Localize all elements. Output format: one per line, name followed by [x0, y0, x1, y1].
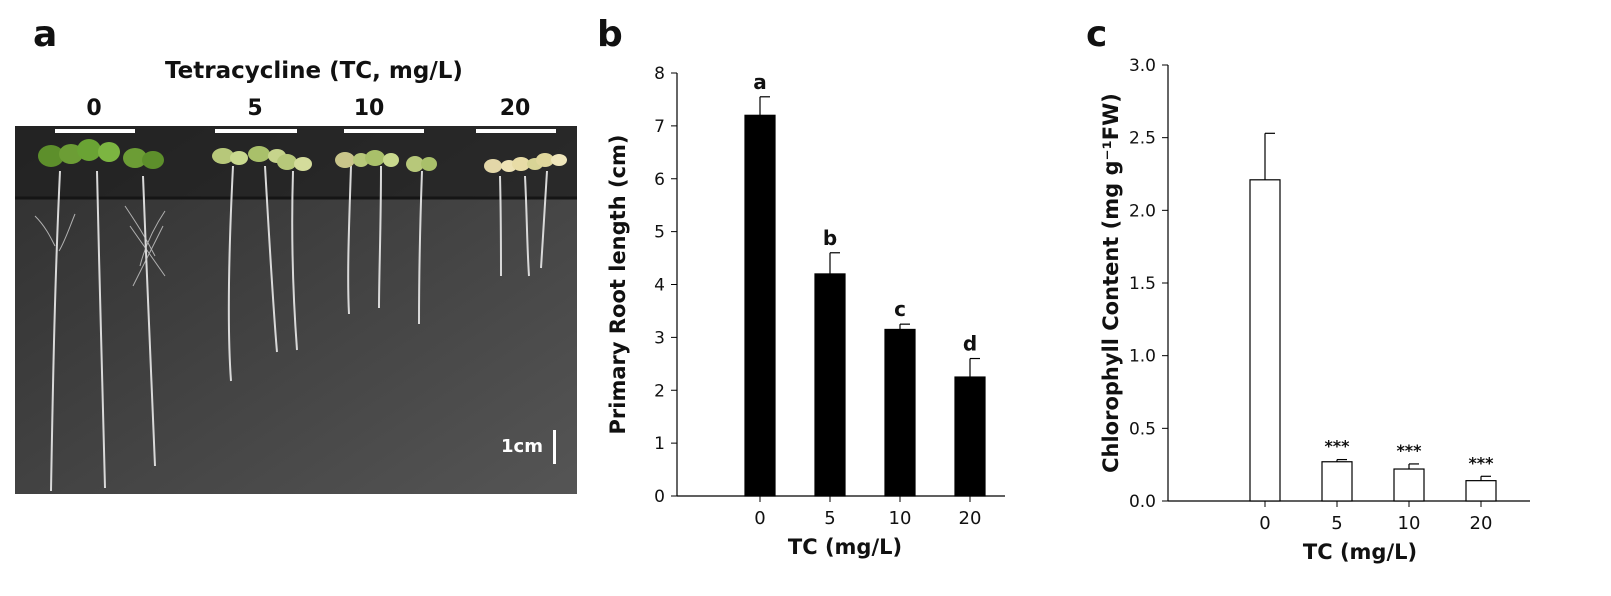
bar — [814, 273, 846, 497]
bar — [1393, 468, 1425, 502]
y-tick-label: 0.5 — [1129, 419, 1156, 439]
y-tick-label: 0 — [654, 487, 665, 507]
panel-a-letter: a — [33, 14, 58, 55]
bar — [1465, 480, 1497, 502]
dose-bar-10 — [344, 129, 424, 133]
y-tick-label: 3 — [654, 328, 665, 348]
significance-label: c — [894, 297, 906, 321]
y-tick-label: 2 — [654, 381, 665, 401]
y-tick-label: 7 — [654, 117, 665, 137]
y-tick-label: 4 — [654, 276, 665, 296]
x-tick-label: 20 — [1470, 513, 1493, 534]
photo-dose-20: 20 — [499, 96, 531, 121]
y-tick-label: 2.5 — [1129, 129, 1156, 149]
bar — [1249, 179, 1281, 502]
photo-dose-5: 5 — [247, 96, 263, 121]
significance-label: *** — [1324, 437, 1350, 456]
x-tick-label: 5 — [1331, 513, 1342, 534]
y-tick-label: 3.0 — [1129, 56, 1156, 76]
y-tick-label: 2.0 — [1129, 201, 1156, 221]
x-axis-title: TC (mg/L) — [1303, 540, 1417, 564]
photo-title: Tetracycline (TC, mg/L) — [165, 58, 463, 84]
panel-b-letter: b — [597, 14, 623, 55]
y-tick-label: 6 — [654, 170, 665, 190]
x-tick-label: 20 — [959, 508, 982, 529]
leaves — [38, 139, 567, 173]
bar — [884, 328, 916, 497]
scale-bar-label: 1cm — [501, 436, 543, 457]
y-tick-label: 8 — [654, 64, 665, 84]
photo-dose-10: 10 — [353, 96, 385, 121]
y-axis-title: Chlorophyll Content (mg g⁻¹FW) — [1099, 93, 1123, 473]
y-tick-label: 0.0 — [1129, 492, 1156, 512]
significance-label: *** — [1468, 453, 1494, 472]
chlorophyll-chart: 0.0 0.5 1.0 1.5 2.0 2.5 3.0 0 5 *** 10 *** 20 *** TC (… — [1099, 56, 1530, 564]
dose-bar-0 — [55, 129, 135, 133]
x-tick-label: 10 — [889, 508, 912, 529]
x-tick-label: 0 — [754, 508, 765, 529]
x-tick-label: 10 — [1398, 513, 1421, 534]
significance-label: a — [753, 70, 767, 94]
x-tick-label: 5 — [824, 508, 835, 529]
root-length-chart: 0 1 2 3 4 5 6 7 8 0 a 5 b 10 c 20 d TC (mg/L) Primary Root… — [606, 64, 1005, 559]
scale-bar — [553, 430, 556, 464]
y-axis-title: Primary Root length (cm) — [606, 135, 630, 435]
panel-c-letter: c — [1086, 14, 1108, 55]
dose-bar-20 — [476, 129, 556, 133]
dose-bar-5 — [215, 129, 297, 133]
bar — [1321, 461, 1353, 502]
significance-label: d — [963, 332, 977, 356]
seedling-photo: 1cm — [15, 126, 577, 494]
roots — [50, 165, 548, 492]
y-tick-label: 5 — [654, 223, 665, 243]
seedling-photo-drawing: 1cm — [15, 126, 577, 494]
y-tick-label: 1 — [654, 434, 665, 454]
significance-label: *** — [1396, 441, 1422, 460]
significance-label: b — [823, 226, 837, 250]
y-tick-label: 1.5 — [1129, 274, 1156, 294]
x-tick-label: 0 — [1259, 513, 1270, 534]
y-tick-label: 1.0 — [1129, 347, 1156, 367]
bar — [744, 114, 776, 497]
photo-dose-0: 0 — [86, 96, 102, 121]
bar — [954, 376, 986, 497]
x-axis-title: TC (mg/L) — [788, 535, 902, 559]
